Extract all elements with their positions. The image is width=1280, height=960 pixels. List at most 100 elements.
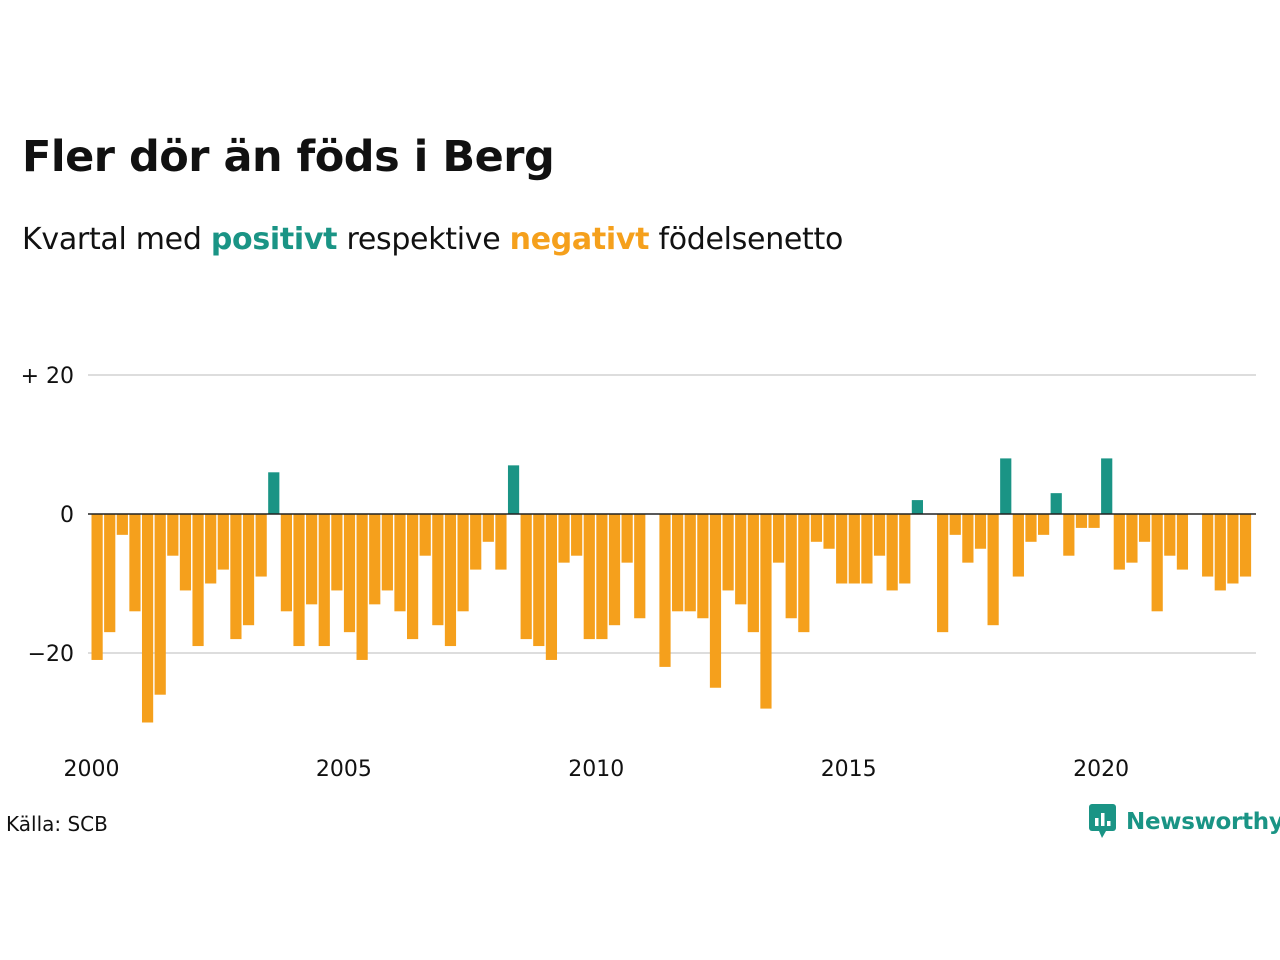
bar-negative bbox=[394, 514, 406, 612]
bar-negative bbox=[217, 514, 229, 570]
bar-negative bbox=[634, 514, 646, 619]
bar-negative bbox=[533, 514, 545, 647]
bar-negative bbox=[545, 514, 558, 660]
bar-negative bbox=[621, 514, 633, 563]
bar-negative bbox=[974, 514, 987, 549]
bar-negative bbox=[167, 514, 179, 556]
source-note: Källa: SCB bbox=[6, 812, 108, 836]
bar-negative bbox=[381, 514, 393, 591]
bar-negative bbox=[1025, 514, 1037, 542]
bar-negative bbox=[129, 514, 141, 612]
bar-negative bbox=[810, 514, 823, 542]
chart-subtitle: Kvartal med positivt respektive negativt… bbox=[22, 222, 843, 257]
bar-negative bbox=[747, 514, 759, 633]
x-tick-label: 2010 bbox=[568, 757, 624, 782]
bar-negative bbox=[116, 514, 128, 535]
bar-negative bbox=[470, 514, 482, 570]
bar-positive bbox=[1000, 458, 1012, 514]
bar-negative bbox=[419, 514, 431, 556]
y-tick-label: + 20 bbox=[21, 364, 74, 389]
bar-negative bbox=[937, 514, 949, 633]
bar-negative bbox=[1063, 514, 1075, 556]
bar-negative bbox=[495, 514, 507, 570]
bar-negative bbox=[785, 514, 797, 619]
bar-negative bbox=[558, 514, 570, 563]
bar-negative bbox=[1075, 514, 1088, 528]
bar-negative bbox=[962, 514, 974, 563]
bar-negative bbox=[1176, 514, 1189, 570]
bar-negative bbox=[154, 514, 166, 695]
bar-negative bbox=[482, 514, 494, 542]
bar-negative bbox=[520, 514, 532, 640]
bar-negative bbox=[444, 514, 457, 647]
bar-negative bbox=[1038, 514, 1050, 535]
bar-negative bbox=[1012, 514, 1024, 577]
bar-negative bbox=[672, 514, 684, 612]
bar-positive bbox=[1101, 458, 1113, 514]
bar-negative bbox=[987, 514, 999, 626]
bar-negative bbox=[899, 514, 911, 584]
bar-negative bbox=[886, 514, 898, 591]
bar-negative bbox=[255, 514, 267, 577]
bar-negative bbox=[369, 514, 381, 605]
bar-negative bbox=[583, 514, 595, 640]
x-tick-label: 2005 bbox=[316, 757, 372, 782]
newsworthy-chart-icon bbox=[1089, 804, 1116, 838]
logo-text: Newsworthy bbox=[1126, 809, 1280, 835]
bar-negative bbox=[331, 514, 343, 591]
bar-negative bbox=[1239, 514, 1252, 577]
bar-negative bbox=[1113, 514, 1125, 570]
subtitle-prefix: Kvartal med bbox=[22, 222, 202, 257]
bar-negative bbox=[356, 514, 368, 660]
bar-negative bbox=[697, 514, 709, 619]
x-tick-label: 2000 bbox=[64, 757, 120, 782]
x-tick-label: 2020 bbox=[1073, 757, 1129, 782]
bar-negative bbox=[823, 514, 835, 549]
bar-negative bbox=[1088, 514, 1100, 528]
bar-negative bbox=[684, 514, 696, 612]
bar-negative bbox=[836, 514, 848, 584]
bar-negative bbox=[1126, 514, 1138, 563]
subtitle-suffix: födelsenetto bbox=[658, 222, 844, 257]
bar-negative bbox=[608, 514, 621, 626]
bar-negative bbox=[432, 514, 444, 626]
bar-negative bbox=[722, 514, 734, 591]
subtitle-negative: negativt bbox=[509, 222, 650, 257]
bar-negative bbox=[1151, 514, 1163, 612]
bar-negative bbox=[873, 514, 886, 556]
bar-negative bbox=[230, 514, 242, 640]
bar-negative bbox=[205, 514, 217, 584]
x-tick-label: 2015 bbox=[821, 757, 877, 782]
bar-negative bbox=[141, 514, 154, 723]
bar-negative bbox=[709, 514, 722, 688]
bar-positive bbox=[268, 472, 280, 514]
bar-negative bbox=[760, 514, 772, 709]
bar-negative bbox=[306, 514, 318, 605]
bar-negative bbox=[293, 514, 305, 647]
bar-negative bbox=[91, 514, 103, 660]
bar-negative bbox=[343, 514, 356, 633]
chart-title: Fler dör än föds i Berg bbox=[22, 132, 555, 182]
bar-negative bbox=[848, 514, 860, 584]
bar-negative bbox=[1227, 514, 1239, 584]
bar-negative bbox=[179, 514, 192, 591]
bar-negative bbox=[1138, 514, 1151, 542]
bar-negative bbox=[1214, 514, 1226, 591]
bar-negative bbox=[735, 514, 747, 605]
bar-negative bbox=[861, 514, 873, 584]
bar-negative bbox=[318, 514, 330, 647]
y-tick-label: 0 bbox=[60, 503, 74, 528]
bar-negative bbox=[949, 514, 961, 535]
bar-negative bbox=[659, 514, 671, 667]
bar-negative bbox=[242, 514, 255, 626]
bar-negative bbox=[457, 514, 469, 612]
subtitle-positive: positivt bbox=[210, 222, 338, 257]
bar-positive bbox=[911, 500, 923, 514]
bar-negative bbox=[280, 514, 292, 612]
newsworthy-logo: Newsworthy bbox=[1088, 803, 1280, 841]
bar-negative bbox=[104, 514, 116, 633]
bar-negative bbox=[1164, 514, 1176, 556]
bar-negative bbox=[407, 514, 419, 640]
y-tick-label: −20 bbox=[28, 642, 74, 667]
bar-negative bbox=[772, 514, 785, 563]
